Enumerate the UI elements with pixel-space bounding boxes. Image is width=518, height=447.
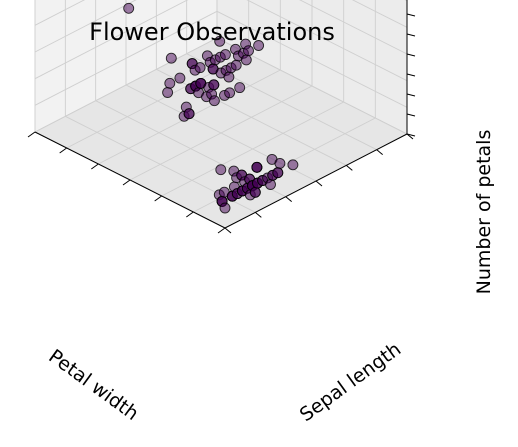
grid-line bbox=[34, 0, 86, 26]
y-tick bbox=[59, 147, 67, 154]
x-tick bbox=[346, 164, 353, 171]
z-axis-label: Number of petals bbox=[473, 130, 495, 295]
y-tick bbox=[154, 195, 162, 202]
x-tick bbox=[406, 133, 414, 140]
data-point bbox=[265, 179, 276, 190]
z-tick bbox=[406, 113, 416, 117]
data-point bbox=[194, 62, 206, 74]
data-point bbox=[165, 52, 177, 64]
grid-line bbox=[299, 0, 408, 55]
data-point bbox=[208, 79, 220, 91]
z-tick bbox=[406, 133, 416, 137]
y-tick bbox=[186, 211, 194, 218]
y-tick bbox=[91, 163, 99, 170]
data-point bbox=[208, 95, 220, 107]
y-tick bbox=[27, 131, 36, 138]
chart-title: Flower Observations bbox=[89, 18, 335, 46]
z-tick bbox=[406, 33, 416, 37]
x-tick bbox=[255, 211, 262, 218]
data-point bbox=[234, 82, 246, 94]
data-point bbox=[251, 161, 263, 173]
x-axis-label: Sepal length bbox=[296, 338, 405, 426]
data-point bbox=[274, 157, 286, 169]
scatter-points bbox=[123, 2, 299, 214]
x-tick bbox=[376, 149, 383, 156]
data-point bbox=[215, 164, 227, 176]
data-point bbox=[272, 167, 284, 179]
data-point bbox=[164, 77, 176, 89]
x-tick bbox=[224, 227, 232, 234]
y-tick bbox=[122, 179, 131, 186]
grid-lines bbox=[34, 0, 408, 229]
data-point bbox=[240, 54, 252, 66]
data-point bbox=[123, 2, 135, 14]
z-tick bbox=[406, 93, 416, 97]
data-point bbox=[214, 35, 226, 47]
data-point bbox=[253, 40, 265, 51]
data-point bbox=[230, 59, 242, 71]
data-point bbox=[162, 87, 174, 98]
data-point bbox=[243, 45, 254, 57]
data-point bbox=[224, 87, 236, 99]
grid-line bbox=[34, 37, 218, 133]
data-point bbox=[249, 186, 261, 198]
data-point bbox=[223, 71, 235, 83]
data-point bbox=[219, 202, 231, 214]
y-axis-label: Petal width bbox=[44, 345, 142, 425]
data-point bbox=[174, 72, 186, 84]
x-tick bbox=[315, 180, 323, 187]
data-point bbox=[287, 159, 299, 171]
x-tick bbox=[285, 196, 292, 203]
y-tick bbox=[217, 227, 226, 234]
data-point bbox=[183, 108, 195, 120]
z-tick bbox=[406, 73, 416, 77]
axis-ticks bbox=[27, 13, 416, 234]
z-tick bbox=[406, 13, 416, 17]
data-point bbox=[219, 49, 231, 61]
grid-line bbox=[351, 0, 408, 28]
z-tick bbox=[406, 53, 416, 57]
